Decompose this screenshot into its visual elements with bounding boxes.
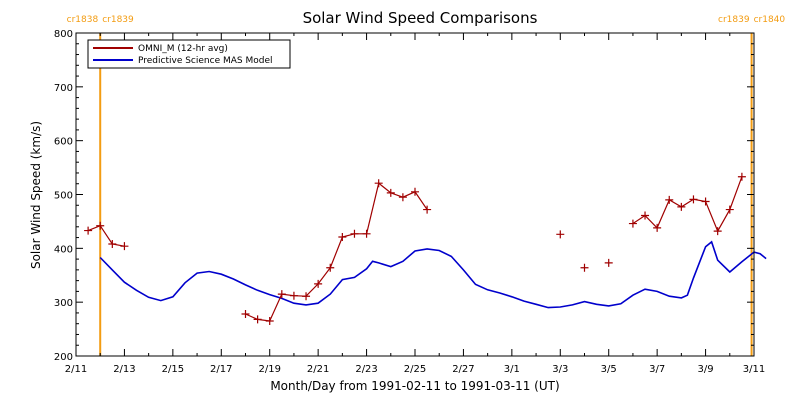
data-point-omni: [253, 315, 262, 324]
data-point-omni: [411, 187, 419, 196]
y-tick-label: 600: [54, 137, 73, 148]
legend-label-mas: Predictive Science MAS Model: [138, 56, 273, 66]
data-point-omni: [265, 317, 274, 326]
data-point-omni: [374, 179, 383, 188]
series-line-omni: [87, 224, 125, 247]
y-axis-label: Solar Wind Speed (km/s): [29, 121, 43, 269]
series-line-mas-model: [99, 240, 767, 309]
x-tick-label: 2/13: [113, 364, 135, 375]
data-point-omni: [289, 291, 298, 300]
legend-label-omni: OMNI_M (12-hr avg): [138, 44, 228, 54]
data-point-omni: [96, 221, 105, 230]
data-point-omni: [84, 226, 93, 235]
carrington-label-left: cr1839: [718, 15, 750, 25]
y-tick-label: 200: [54, 352, 73, 363]
y-tick-label: 800: [54, 29, 73, 40]
x-tick-label: 3/1: [504, 364, 520, 375]
data-point-omni: [701, 197, 710, 206]
carrington-label-right: cr1840: [754, 15, 786, 25]
data-point-omni: [398, 193, 407, 202]
legend-box: [87, 39, 291, 69]
axis-ticks: 200 300 400 500 600 700 800 2/11 2/13 2/15 2/17 2/1…: [54, 29, 765, 375]
x-tick-label: 2/27: [452, 364, 474, 375]
data-point-omni: [725, 205, 734, 214]
legend: OMNI_M (12-hr avg) Predictive Science MA…: [87, 39, 291, 69]
x-axis-label: Month/Day from 1991-02-11 to 1991-03-11 …: [270, 379, 559, 393]
series-line-omni: [632, 176, 743, 233]
data-point-omni: [277, 290, 286, 299]
data-point-omni: [689, 195, 698, 204]
x-tick-label: 2/21: [307, 364, 329, 375]
data-point-omni: [677, 202, 686, 211]
x-tick-label: 3/3: [552, 364, 568, 375]
x-tick-label: 3/11: [743, 364, 765, 375]
data-point-omni: [556, 230, 565, 239]
data-point-omni: [362, 229, 371, 238]
y-tick-label: 700: [54, 83, 73, 94]
y-tick-label: 500: [54, 191, 73, 202]
data-point-omni: [653, 223, 662, 232]
data-point-omni: [628, 219, 637, 228]
y-tick-label: 400: [54, 244, 73, 255]
x-tick-label: 3/7: [649, 364, 665, 375]
x-tick-label: 2/15: [162, 364, 184, 375]
data-point-omni: [314, 279, 323, 288]
x-tick-label: 2/25: [404, 364, 426, 375]
data-point-omni: [108, 240, 117, 249]
series-line-omni: [245, 182, 428, 322]
data-point-omni: [338, 233, 347, 242]
x-tick-label: 2/17: [210, 364, 232, 375]
plot-frame: [75, 32, 755, 357]
data-point-omni: [120, 242, 129, 251]
x-tick-label: 3/9: [698, 364, 714, 375]
data-point-omni: [423, 205, 432, 214]
carrington-label-right: cr1839: [102, 15, 134, 25]
x-tick-label: 2/19: [258, 364, 280, 375]
data-point-omni: [641, 211, 650, 220]
data-point-omni: [302, 292, 311, 301]
data-point-omni: [737, 172, 746, 181]
x-tick-label: 2/23: [355, 364, 377, 375]
data-point-omni: [580, 263, 589, 272]
data-point-omni: [350, 229, 359, 238]
x-tick-label: 2/11: [65, 364, 87, 375]
y-tick-label: 300: [54, 298, 73, 309]
series-lines: [84, 172, 767, 326]
data-point-omni: [386, 188, 395, 197]
x-tick-label: 3/5: [601, 364, 617, 375]
data-point-omni: [604, 258, 613, 267]
carrington-label-left: cr1838: [67, 15, 99, 25]
data-point-omni: [241, 310, 250, 319]
chart-title: Solar Wind Speed Comparisons: [303, 9, 538, 27]
data-point-omni: [665, 195, 674, 204]
data-point-omni: [713, 227, 722, 236]
data-point-omni: [326, 263, 335, 272]
